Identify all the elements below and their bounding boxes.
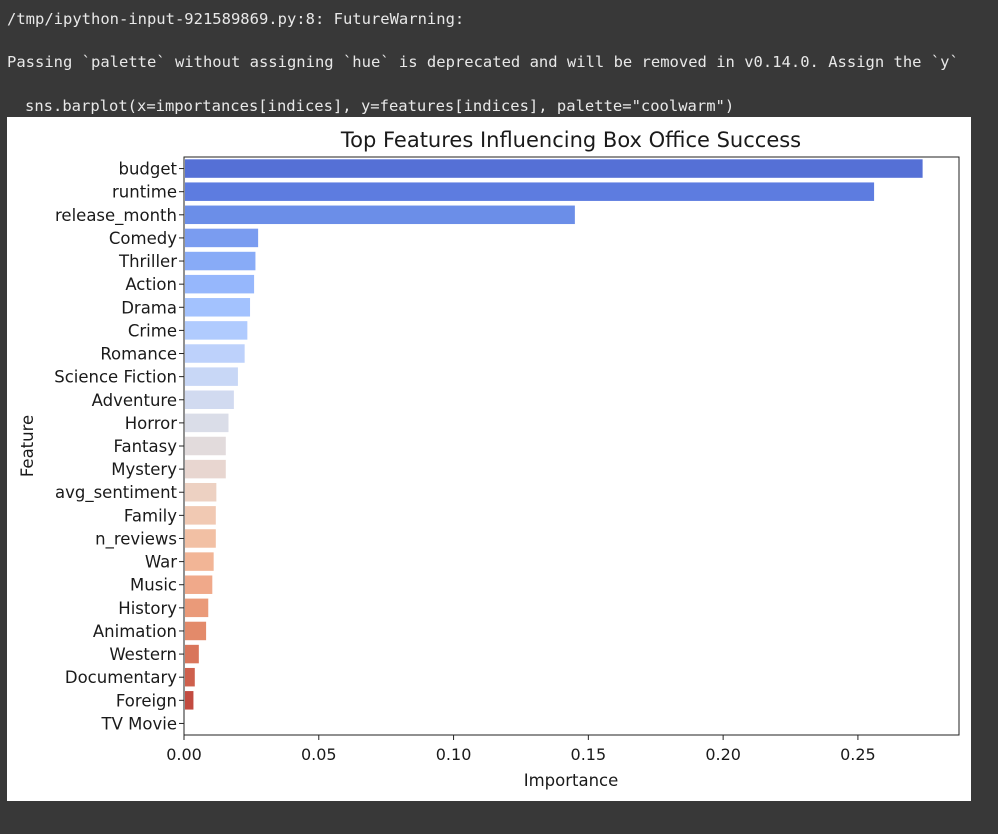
y-tick-label: Romance — [100, 345, 177, 364]
bar-foreign — [185, 691, 194, 710]
bar-family — [185, 506, 216, 525]
bar-fantasy — [185, 436, 226, 456]
bar-n-reviews — [185, 529, 216, 548]
y-tick-label: Family — [124, 506, 177, 525]
x-axis-label: Importance — [524, 771, 619, 790]
bar-mystery — [185, 459, 226, 479]
y-tick-label: Documentary — [65, 668, 177, 687]
y-tick-label: budget — [119, 160, 178, 179]
y-tick-label: Mystery — [111, 460, 177, 479]
bars-group — [185, 159, 923, 710]
bar-thriller — [185, 251, 256, 271]
bar-crime — [185, 321, 248, 340]
bar-action — [185, 274, 255, 294]
bar-war — [185, 552, 214, 571]
y-axis: budget runtime release_month Comedy Thriller… — [54, 160, 184, 733]
y-tick-label: Music — [130, 576, 177, 595]
bar-animation — [185, 621, 207, 641]
bar-budget — [185, 159, 923, 178]
y-tick-label: Drama — [121, 298, 177, 317]
y-tick-label: Thriller — [118, 252, 177, 271]
bar-western — [185, 644, 199, 664]
warning-line-2: Passing `palette` without assigning `hue… — [7, 53, 959, 71]
y-tick-label: Adventure — [92, 391, 177, 410]
y-tick-label: War — [145, 553, 177, 572]
y-tick-label: History — [118, 599, 177, 618]
x-tick-label: 0.10 — [436, 745, 472, 764]
x-axis: 0.00 0.05 0.10 0.15 0.20 0.25 — [166, 735, 876, 764]
x-tick-label: 0.15 — [571, 745, 607, 764]
bar-release-month — [185, 205, 575, 225]
x-tick-label: 0.00 — [166, 745, 202, 764]
bar-adventure — [185, 390, 234, 410]
warning-line-1: /tmp/ipython-input-921589869.py:8: Futur… — [7, 10, 465, 28]
feature-importance-chart: Top Features Influencing Box Office Succ… — [18, 128, 960, 790]
y-tick-label: Crime — [128, 321, 177, 340]
bar-comedy — [185, 228, 259, 248]
chart-title: Top Features Influencing Box Office Succ… — [340, 128, 801, 152]
y-tick-label: Comedy — [109, 229, 177, 248]
x-tick-label: 0.05 — [301, 745, 337, 764]
bar-horror — [185, 413, 229, 433]
y-tick-label: TV Movie — [101, 714, 177, 733]
bar-documentary — [185, 667, 195, 687]
x-tick-label: 0.20 — [705, 745, 741, 764]
y-tick-label: release_month — [55, 206, 177, 226]
y-tick-label: Horror — [125, 414, 178, 433]
bar-music — [185, 575, 213, 594]
plot-frame — [183, 156, 960, 736]
bar-drama — [185, 298, 251, 317]
bar-avg-sentiment — [185, 482, 217, 502]
bar-history — [185, 598, 209, 618]
plot-area: Top Features Influencing Box Office Succ… — [7, 117, 971, 801]
y-tick-label: Fantasy — [114, 437, 178, 456]
y-tick-label: Animation — [93, 622, 177, 641]
y-tick-label: Action — [125, 275, 177, 294]
y-tick-label: Science Fiction — [54, 368, 177, 387]
y-axis-label: Feature — [18, 415, 37, 477]
y-tick-label: Western — [109, 645, 177, 664]
y-tick-label: runtime — [112, 183, 177, 202]
y-tick-label: n_reviews — [95, 529, 177, 549]
x-tick-label: 0.25 — [840, 745, 876, 764]
bar-romance — [185, 344, 245, 363]
warning-line-3: sns.barplot(x=importances[indices], y=fe… — [25, 97, 735, 115]
bar-science-fiction — [185, 367, 238, 386]
y-tick-label: avg_sentiment — [55, 483, 178, 503]
bar-runtime — [185, 182, 875, 201]
y-tick-label: Foreign — [116, 691, 177, 710]
